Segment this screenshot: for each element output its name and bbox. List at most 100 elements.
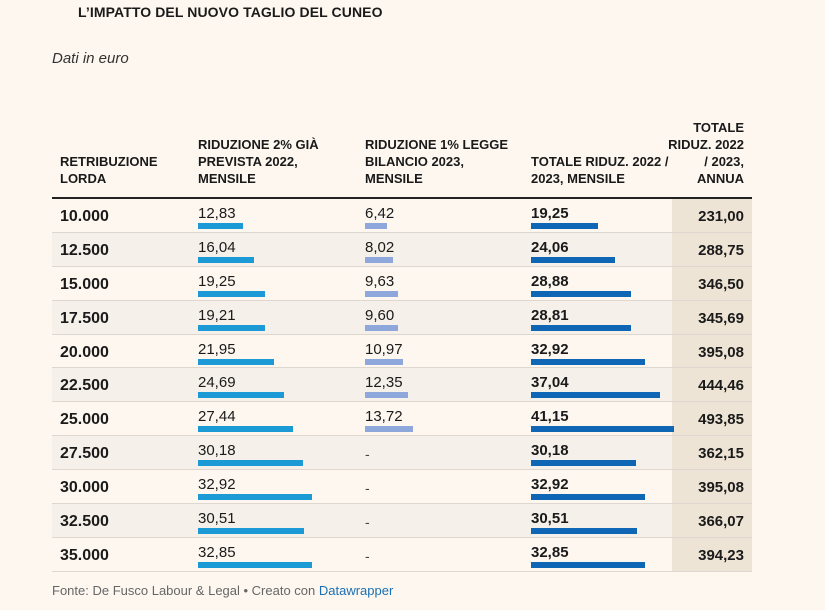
retribuzione-cell: 15.000: [60, 275, 109, 293]
table-row: 15.000 19,25 9,63 28,88 346,50: [52, 266, 752, 301]
annual-column-bg: [672, 537, 752, 571]
annual-column-bg: [672, 504, 752, 537]
totale-annua-value: 394,23: [698, 546, 744, 564]
totale-mensile-value: 30,18: [531, 442, 569, 460]
annual-column-bg: [672, 300, 752, 334]
totale-mensile-value: 28,88: [531, 272, 569, 290]
totale-mensile-value: 32,92: [531, 340, 569, 358]
table-row: 17.500 19,21 9,60 28,81 345,69: [52, 300, 752, 335]
header-totale-mensile[interactable]: TOTALE RIDUZ. 2022 / 2023, MENSILE: [531, 154, 669, 186]
riduzione-2023-value: 8,02: [365, 238, 395, 256]
totale-mensile-value: 24,06: [531, 238, 569, 256]
retribuzione-cell: 30.000: [60, 479, 109, 497]
riduzione-2023-value: 9,63: [365, 272, 395, 290]
totale-mensile-bar: [531, 392, 660, 399]
totale-annua-value: 395,08: [698, 343, 744, 361]
annual-column-bg: [672, 232, 752, 266]
table-row: 20.000 21,95 10,97 32,92 395,08: [52, 334, 752, 369]
retribuzione-cell: 22.500: [60, 377, 109, 395]
totale-mensile-bar: [531, 358, 646, 365]
annual-column-bg: [672, 368, 752, 402]
table-row: 27.500 30,18 - 30,18 362,15: [52, 436, 752, 471]
retribuzione-cell: 20.000: [60, 343, 109, 361]
data-table: RETRIBUZIONE LORDA RIDUZIONE 2% GIÀ PREV…: [52, 100, 752, 572]
totale-mensile-bar: [531, 528, 638, 535]
header-riduzione-2023[interactable]: RIDUZIONE 1% LEGGE BILANCIO 2023, MENSIL…: [365, 137, 509, 186]
riduzione-2022-bar: [198, 392, 284, 399]
riduzione-2023-empty: -: [365, 480, 370, 497]
retribuzione-cell: 12.500: [60, 241, 109, 259]
riduzione-2022-value: 30,18: [198, 442, 236, 460]
totale-annua-value: 444,46: [698, 377, 744, 395]
riduzione-2022-bar: [198, 561, 313, 568]
totale-mensile-value: 30,51: [531, 510, 569, 528]
retribuzione-cell: 10.000: [60, 208, 109, 225]
header-totale-annua[interactable]: TOTALE RIDUZ. 2022 / 2023, ANNUA: [668, 120, 744, 186]
totale-mensile-bar: [531, 561, 646, 568]
riduzione-2022-bar: [198, 426, 294, 433]
riduzione-2022-bar: [198, 223, 243, 229]
totale-mensile-value: 41,15: [531, 408, 569, 426]
header-retribuzione[interactable]: RETRIBUZIONE LORDA: [60, 154, 158, 186]
totale-annua-value: 231,00: [698, 208, 744, 225]
riduzione-2023-empty: -: [365, 514, 370, 531]
chart-title: L’IMPATTO DEL NUOVO TAGLIO DEL CUNEO: [78, 4, 383, 20]
riduzione-2023-bar: [365, 392, 408, 399]
totale-annua-value: 366,07: [698, 513, 744, 531]
table-row: 22.500 24,69 12,35 37,04 444,46: [52, 368, 752, 403]
totale-mensile-value: 28,81: [531, 306, 569, 324]
totale-annua-value: 362,15: [698, 445, 744, 463]
datawrapper-link[interactable]: Datawrapper: [318, 583, 394, 598]
riduzione-2022-bar: [198, 358, 275, 365]
riduzione-2022-bar: [198, 324, 265, 331]
table-row: 30.000 32,92 - 32,92 395,08: [52, 470, 752, 505]
header-riduzione-2022[interactable]: RIDUZIONE 2% GIÀ PREVISTA 2022, MENSILE: [198, 137, 319, 186]
totale-mensile-bar: [531, 426, 674, 433]
riduzione-2022-bar: [198, 460, 303, 467]
totale-annua-value: 288,75: [698, 241, 744, 259]
riduzione-2022-bar: [198, 256, 254, 263]
riduzione-2023-empty: -: [365, 547, 370, 564]
riduzione-2022-value: 19,21: [198, 306, 236, 324]
totale-annua-value: 345,69: [698, 309, 744, 327]
riduzione-2022-bar: [198, 290, 265, 297]
riduzione-2023-bar: [365, 358, 404, 365]
annual-column-bg: [672, 470, 752, 504]
table-body: 10.000 12,83 6,42 19,25 231,00 12.500 16,04 8,0…: [52, 199, 752, 572]
totale-mensile-bar: [531, 324, 632, 331]
table-row: 32.500 30,51 - 30,51 366,07: [52, 504, 752, 538]
totale-mensile-bar: [531, 290, 632, 297]
totale-mensile-value: 32,85: [531, 543, 569, 561]
totale-mensile-bar: [531, 223, 598, 229]
table-row: 12.500 16,04 8,02 24,06 288,75: [52, 232, 752, 267]
table-row: 10.000 12,83 6,42 19,25 231,00: [52, 199, 752, 233]
totale-annua-value: 395,08: [698, 479, 744, 497]
table-row: 25.000 27,44 13,72 41,15 493,85: [52, 402, 752, 437]
riduzione-2023-bar: [365, 324, 399, 331]
annual-column-bg: [672, 266, 752, 300]
riduzione-2023-value: 6,42: [365, 205, 395, 222]
retribuzione-cell: 17.500: [60, 309, 109, 327]
riduzione-2023-bar: [365, 256, 393, 263]
riduzione-2023-value: 12,35: [365, 374, 403, 392]
riduzione-2022-bar: [198, 528, 305, 535]
riduzione-2023-empty: -: [365, 446, 370, 463]
annual-column-bg: [672, 402, 752, 436]
riduzione-2023-value: 13,72: [365, 408, 403, 426]
totale-annua-value: 346,50: [698, 275, 744, 293]
riduzione-2022-value: 19,25: [198, 272, 236, 290]
totale-mensile-bar: [531, 494, 646, 501]
retribuzione-cell: 25.000: [60, 411, 109, 429]
riduzione-2022-value: 21,95: [198, 340, 236, 358]
annual-column-bg: [672, 199, 752, 232]
annual-column-bg: [672, 334, 752, 368]
annual-column-bg: [672, 436, 752, 470]
chart-subtitle: Dati in euro: [52, 50, 129, 67]
totale-mensile-value: 19,25: [531, 205, 569, 222]
retribuzione-cell: 35.000: [60, 546, 109, 564]
riduzione-2022-bar: [198, 494, 313, 501]
riduzione-2022-value: 32,92: [198, 476, 236, 494]
totale-mensile-value: 37,04: [531, 374, 569, 392]
riduzione-2023-value: 9,60: [365, 306, 395, 324]
totale-mensile-value: 32,92: [531, 476, 569, 494]
